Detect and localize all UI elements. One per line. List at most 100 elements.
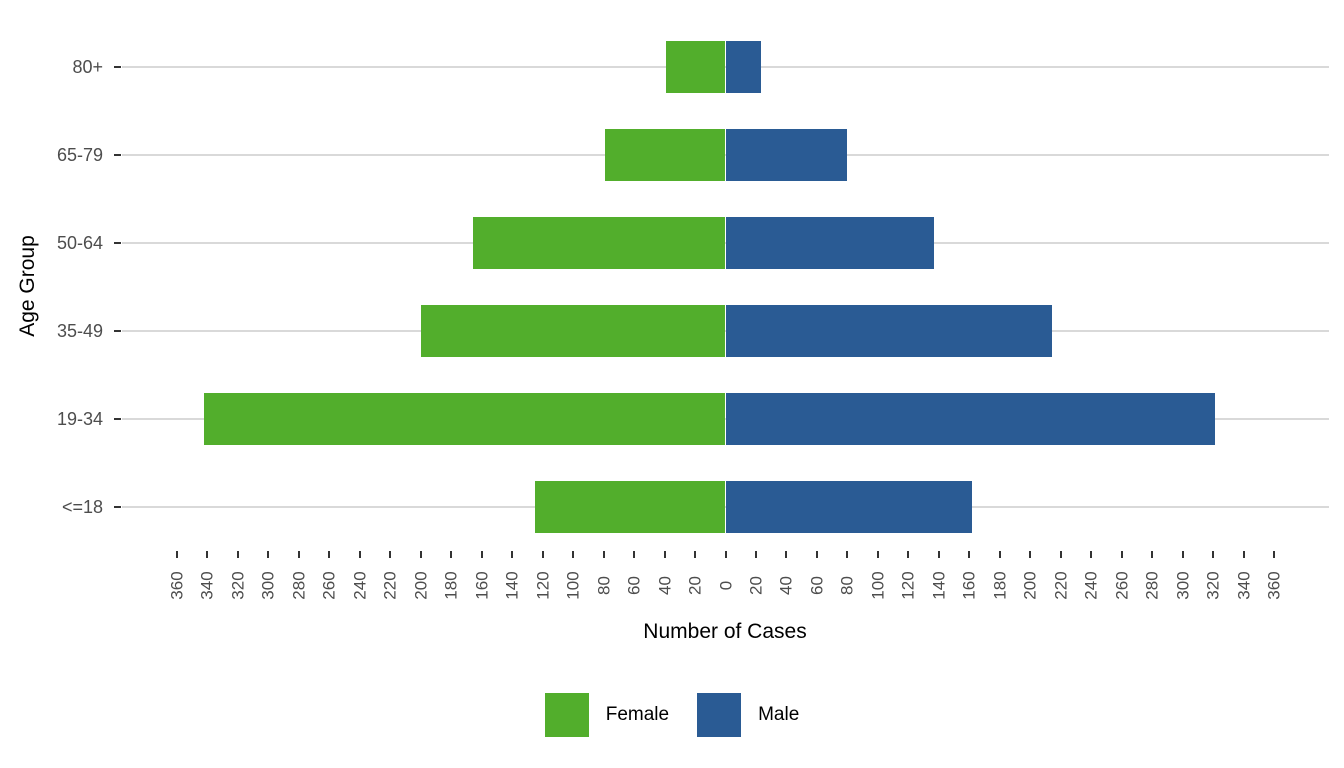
x-axis-tick-label: 300 (1173, 571, 1193, 600)
x-axis-tick (907, 551, 910, 558)
x-axis-tick (815, 551, 818, 558)
y-axis-tick (114, 154, 121, 156)
bar-female-35-49 (420, 305, 726, 357)
y-axis-tick (114, 418, 121, 420)
x-axis-tick (663, 551, 666, 558)
x-axis-tick-label: 100 (563, 571, 583, 600)
x-axis-tick (1120, 551, 1123, 558)
bar-female-<=18 (535, 481, 726, 533)
y-axis-tick (114, 506, 121, 508)
bar-female-19-34 (204, 393, 726, 445)
x-axis-tick (389, 551, 392, 558)
x-axis-tick-label: 280 (289, 571, 309, 600)
x-axis-tick-label: 240 (350, 571, 370, 600)
x-axis-tick-label: 360 (1264, 571, 1284, 600)
x-axis-tick-label: 220 (1051, 571, 1071, 600)
x-axis-title: Number of Cases (643, 620, 807, 643)
x-axis-tick (1059, 551, 1062, 558)
bar-male-50-64 (725, 217, 935, 269)
legend: Female Male (0, 693, 1344, 737)
x-axis-tick-label: 340 (197, 571, 217, 600)
bar-male-<=18 (725, 481, 973, 533)
bar-male-19-34 (725, 393, 1215, 445)
x-axis-tick-label: 180 (441, 571, 461, 600)
x-axis-tick (511, 551, 514, 558)
x-axis-tick-label: 140 (502, 571, 522, 600)
x-axis-tick (1242, 551, 1245, 558)
x-axis-tick-label: 340 (1234, 571, 1254, 600)
x-axis-tick-label: 360 (167, 571, 187, 600)
x-axis-tick (998, 551, 1001, 558)
y-axis-tick (114, 66, 121, 68)
y-category-label-<=18: <=18 (61, 497, 103, 517)
x-axis-tick (1273, 551, 1276, 558)
x-axis-tick-label: 200 (1020, 571, 1040, 600)
x-axis-tick-label: 180 (990, 571, 1010, 600)
x-axis-tick (297, 551, 300, 558)
x-axis-tick (236, 551, 239, 558)
legend-label-female: Female (605, 704, 670, 725)
x-axis-tick-label: 200 (411, 571, 431, 600)
x-axis-tick (1029, 551, 1032, 558)
bar-female-50-64 (472, 217, 726, 269)
x-axis-tick-label: 140 (929, 571, 949, 600)
x-axis-tick-label: 40 (776, 576, 796, 595)
y-category-label-80+: 80+ (72, 57, 103, 77)
x-axis-tick-label: 320 (228, 571, 248, 600)
x-axis-tick-label: 120 (533, 571, 553, 600)
x-axis-tick-label: 240 (1081, 571, 1101, 600)
x-axis-tick (968, 551, 971, 558)
x-axis-tick-label: 60 (807, 576, 827, 595)
legend-swatch-female (544, 693, 589, 737)
x-axis-tick-label: 300 (258, 571, 278, 600)
y-axis-title: Age Group (16, 235, 39, 337)
legend-label-male: Male (758, 704, 800, 725)
legend-swatch-male (697, 693, 742, 737)
y-category-label-50-64: 50-64 (56, 233, 103, 253)
x-axis-tick-label: 280 (1142, 571, 1162, 600)
x-axis-tick (450, 551, 453, 558)
x-axis-tick-label: 40 (655, 576, 675, 595)
legend-item-male: Male (697, 693, 799, 737)
x-axis-tick (419, 551, 422, 558)
x-axis-tick-label: 260 (1112, 571, 1132, 600)
legend-item-female: Female (544, 693, 670, 737)
y-axis-tick (114, 242, 121, 244)
x-axis-tick (754, 551, 757, 558)
bar-male-80+ (725, 41, 761, 93)
x-axis-tick (267, 551, 270, 558)
bar-female-80+ (666, 41, 726, 93)
y-axis-tick (114, 330, 121, 332)
x-axis-tick (358, 551, 361, 558)
bar-male-65-79 (725, 129, 848, 181)
x-axis-tick (1212, 551, 1215, 558)
x-axis-tick (1090, 551, 1093, 558)
y-category-label-65-79: 65-79 (56, 145, 103, 165)
x-axis-tick-label: 20 (685, 576, 705, 595)
x-axis-tick (1151, 551, 1154, 558)
x-axis-tick (328, 551, 331, 558)
x-axis-tick-label: 160 (472, 571, 492, 600)
x-axis-tick (937, 551, 940, 558)
x-axis-tick (541, 551, 544, 558)
x-axis-tick (206, 551, 209, 558)
x-axis-tick (602, 551, 605, 558)
x-axis-tick-label: 60 (624, 576, 644, 595)
y-category-label-35-49: 35-49 (56, 321, 103, 341)
x-axis-tick-label: 160 (959, 571, 979, 600)
x-axis-tick (633, 551, 636, 558)
x-axis-tick (694, 551, 697, 558)
x-axis-tick (785, 551, 788, 558)
x-axis-tick-label: 220 (380, 571, 400, 600)
x-axis-tick (572, 551, 575, 558)
x-axis-tick (876, 551, 879, 558)
x-axis-tick-label: 0 (716, 580, 735, 591)
x-axis-tick-label: 100 (868, 571, 888, 600)
x-axis-tick-label: 80 (837, 576, 857, 595)
bar-female-65-79 (605, 129, 726, 181)
x-axis-tick-label: 20 (746, 576, 766, 595)
x-axis-tick-label: 320 (1203, 571, 1223, 600)
x-axis-tick (846, 551, 849, 558)
y-category-label-19-34: 19-34 (56, 409, 103, 429)
